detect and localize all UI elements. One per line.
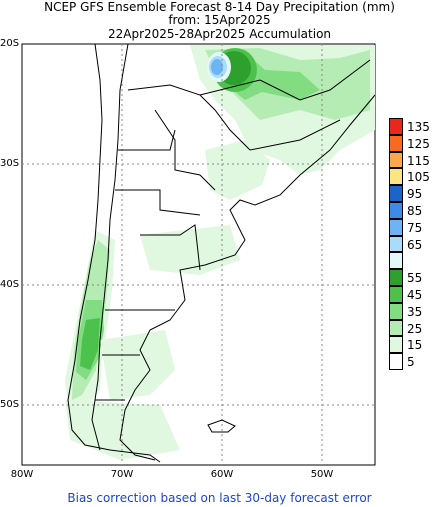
lon-label-70w: 70W bbox=[110, 469, 134, 480]
legend-label: 5 bbox=[407, 355, 415, 370]
legend-swatch bbox=[389, 269, 403, 286]
legend-swatch bbox=[389, 134, 403, 152]
lat-lon-grid bbox=[22, 44, 375, 465]
legend-swatch bbox=[389, 286, 403, 303]
accumulation-period: 22Apr2025-28Apr2025 Accumulation bbox=[107, 27, 332, 41]
legend-swatch bbox=[389, 235, 403, 253]
legend-label: 105 bbox=[407, 170, 430, 185]
bias-correction-note: Bias correction based on last 30-day for… bbox=[67, 491, 372, 505]
lat-label-20s: 20S bbox=[0, 38, 20, 49]
legend-swatch bbox=[389, 168, 403, 186]
legend-swatch bbox=[389, 118, 403, 135]
lat-label-50s: 50S bbox=[0, 399, 20, 410]
legend-swatch bbox=[389, 302, 403, 320]
legend-label: 135 bbox=[407, 120, 430, 134]
legend-label: 35 bbox=[407, 304, 423, 319]
legend-swatch bbox=[389, 185, 403, 202]
legend-swatch bbox=[389, 252, 403, 270]
lat-label-40s: 40S bbox=[0, 279, 20, 290]
lon-label-60w: 60W bbox=[210, 469, 234, 480]
legend-label: 95 bbox=[407, 187, 423, 202]
forecast-date: from: 15Apr2025 bbox=[168, 13, 271, 27]
coastlines-borders bbox=[67, 43, 376, 463]
legend-swatch bbox=[389, 218, 403, 236]
legend-swatch bbox=[389, 336, 403, 354]
lat-label-30s: 30S bbox=[0, 158, 20, 169]
legend-label: 15 bbox=[407, 338, 423, 353]
legend-swatch bbox=[389, 319, 403, 337]
precipitation-shading bbox=[65, 45, 375, 460]
lon-label-50w: 50W bbox=[310, 469, 334, 480]
legend-swatch bbox=[389, 202, 403, 219]
legend-label: 25 bbox=[407, 321, 423, 336]
legend-label: 75 bbox=[407, 220, 423, 235]
legend-label: 125 bbox=[407, 136, 430, 151]
legend-label: 65 bbox=[407, 237, 423, 252]
legend-label: 85 bbox=[407, 204, 423, 218]
legend-label: 115 bbox=[407, 153, 430, 168]
legend-swatch bbox=[389, 151, 403, 169]
chart-title: NCEP GFS Ensemble Forecast 8-14 Day Prec… bbox=[44, 0, 395, 14]
legend-label: 55 bbox=[407, 271, 423, 286]
legend-label: 45 bbox=[407, 288, 423, 302]
lon-label-80w: 80W bbox=[10, 469, 34, 480]
legend-swatch bbox=[389, 353, 403, 370]
